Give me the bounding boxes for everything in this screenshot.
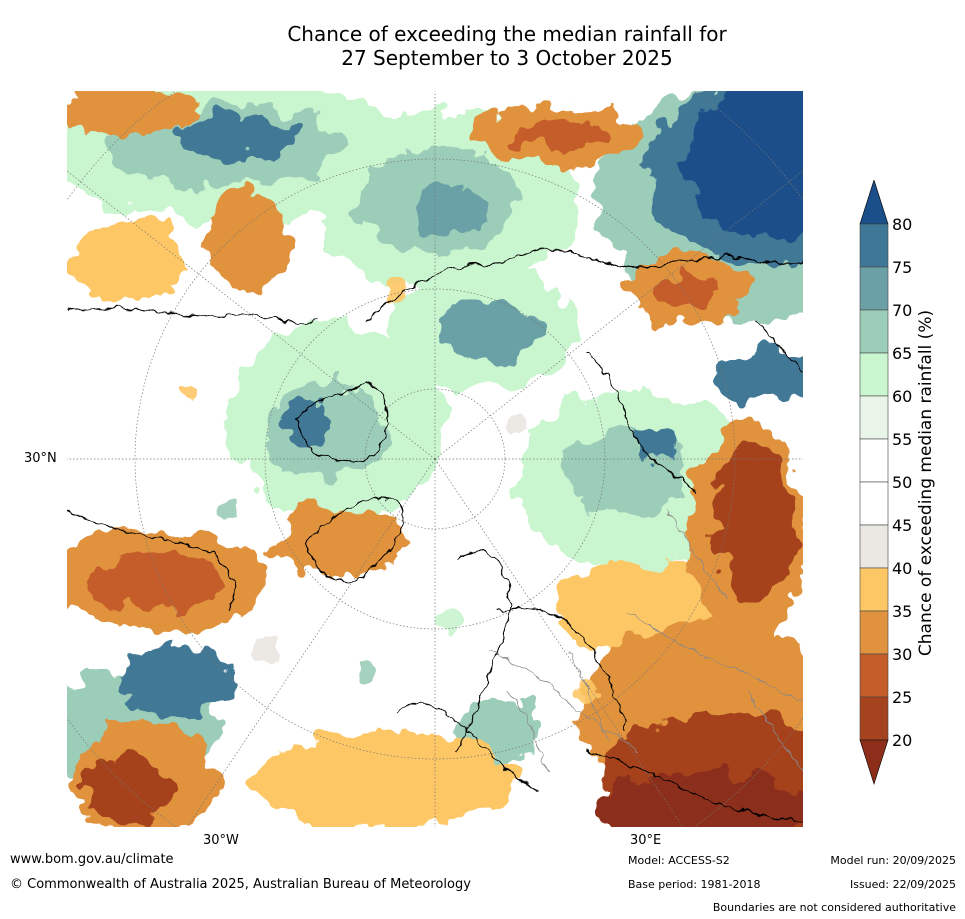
colour-bar-tick-label: 30 bbox=[892, 645, 912, 664]
footer-model-run: Model run: 20/09/2025 bbox=[830, 854, 956, 867]
colour-bar-tick-label: 35 bbox=[892, 602, 912, 621]
colour-bar-band bbox=[859, 309, 889, 354]
lat-label-30n: 30°N bbox=[24, 451, 57, 466]
dry-anomaly-field bbox=[67, 91, 803, 827]
rainfall-map bbox=[67, 91, 803, 827]
graticule bbox=[67, 91, 803, 827]
coastlines bbox=[67, 247, 803, 822]
colour-bar-tick-label: 75 bbox=[892, 258, 912, 277]
footer-base-period: Base period: 1981-2018 bbox=[628, 878, 761, 891]
lon-label-30w: 30°W bbox=[203, 833, 239, 848]
colour-bar-band bbox=[859, 481, 889, 526]
colour-bar-tick-label: 40 bbox=[892, 559, 912, 578]
footer-issued: Issued: 22/09/2025 bbox=[849, 878, 956, 891]
colour-bar-band bbox=[859, 438, 889, 483]
colour-bar-band bbox=[859, 395, 889, 440]
colour-bar: 80 75 70 65 60 55 50 45 40 35 30 25 20 bbox=[859, 180, 912, 785]
colour-bar-tick-label: 55 bbox=[892, 430, 912, 449]
colour-bar-tick-label: 25 bbox=[892, 688, 912, 707]
title-line-1: Chance of exceeding the median rainfall … bbox=[287, 22, 727, 46]
colour-bar-tick-label: 50 bbox=[892, 473, 912, 492]
title-line-2: 27 September to 3 October 2025 bbox=[341, 46, 673, 70]
lon-label-30e: 30°E bbox=[630, 833, 662, 848]
colour-bar-band bbox=[859, 696, 889, 741]
footer-model: Model: ACCESS-S2 bbox=[628, 854, 730, 867]
speckle-field bbox=[177, 279, 599, 703]
colour-bar-band bbox=[859, 653, 889, 698]
colour-bar-tick-label: 60 bbox=[892, 387, 912, 406]
colour-bar-tick-label: 20 bbox=[892, 731, 912, 750]
footer-copyright: © Commonwealth of Australia 2025, Austra… bbox=[10, 877, 471, 892]
colour-bar-band bbox=[859, 610, 889, 655]
colour-bar-band bbox=[859, 524, 889, 569]
colour-bar-band bbox=[859, 352, 889, 397]
footer-disclaimer: Boundaries are not considered authoritat… bbox=[712, 901, 956, 914]
colour-bar-tick-label: 70 bbox=[892, 301, 912, 320]
map-canvas bbox=[67, 91, 803, 827]
colour-bar-title: Chance of exceeding median rainfall (%) bbox=[916, 309, 936, 657]
colour-bar-band bbox=[859, 567, 889, 612]
colour-bar-band bbox=[859, 223, 889, 268]
colour-bar-arrow-bottom bbox=[859, 739, 889, 785]
colour-bar-band bbox=[859, 266, 889, 311]
footer-url: www.bom.gov.au/climate bbox=[10, 852, 174, 867]
colour-bar-arrow-top bbox=[859, 180, 889, 225]
country-borders bbox=[486, 510, 803, 772]
map-title: Chance of exceeding the median rainfall … bbox=[200, 22, 814, 70]
colour-bar-tick-label: 80 bbox=[892, 215, 912, 234]
colour-bar-tick-label: 45 bbox=[892, 516, 912, 535]
colour-bar-tick-label: 65 bbox=[892, 344, 912, 363]
